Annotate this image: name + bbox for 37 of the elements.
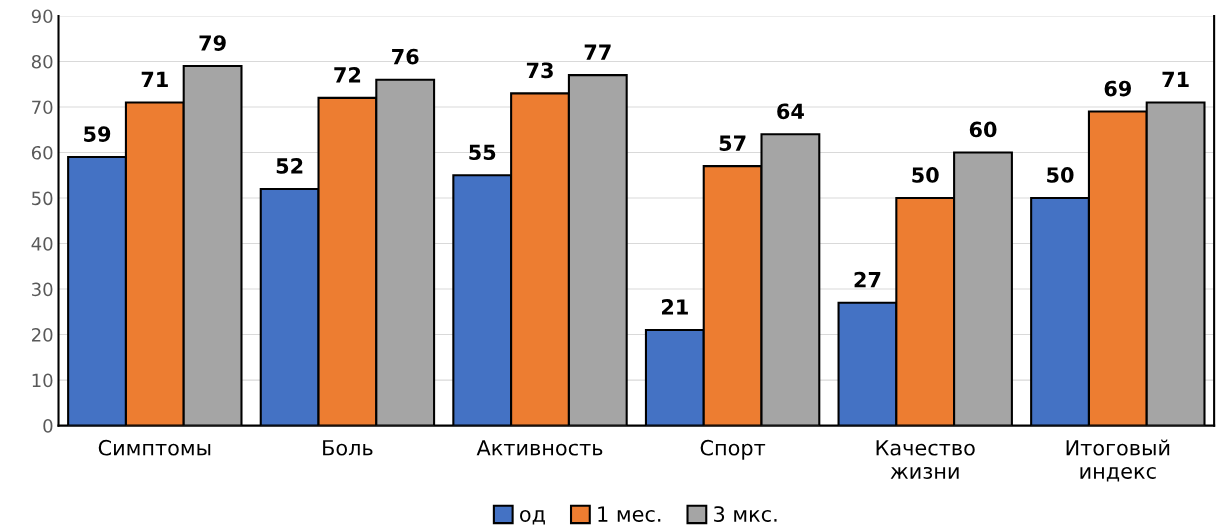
data-label: 52 <box>276 158 303 174</box>
y-tick-label: 20 <box>32 328 53 342</box>
data-label: 79 <box>199 35 226 51</box>
data-label: 50 <box>912 167 939 183</box>
y-tick-label: 0 <box>43 419 53 433</box>
legend-label: од <box>520 509 545 525</box>
data-label: 55 <box>469 144 496 161</box>
y-tick-label: 90 <box>31 9 53 24</box>
data-label: 59 <box>84 126 111 142</box>
y-tick-label: 60 <box>31 145 53 160</box>
data-label: 69 <box>1104 80 1131 97</box>
legend-label: 1 мес. <box>598 506 661 522</box>
x-tick-label: Симптомы <box>98 439 211 456</box>
y-tick-label: 30 <box>32 282 53 297</box>
y-tick-label: 80 <box>31 54 53 69</box>
legend-label: 3 мкс. <box>714 506 777 522</box>
x-tick-label: Качество жизни <box>876 440 975 479</box>
x-tick-label: Боль <box>323 440 373 456</box>
data-label: 73 <box>526 62 553 79</box>
data-label: 57 <box>719 135 746 152</box>
data-label: 77 <box>584 44 611 60</box>
data-label: 64 <box>777 103 804 120</box>
data-label: 60 <box>969 121 997 138</box>
data-label: 71 <box>1162 71 1189 87</box>
x-tick-label: Спорт <box>700 439 766 460</box>
x-tick-label: Активность <box>476 440 603 456</box>
data-label: 50 <box>1047 167 1074 183</box>
data-label: 21 <box>661 299 688 315</box>
y-tick-label: 70 <box>32 100 53 115</box>
data-label: 71 <box>141 71 168 87</box>
data-label: 72 <box>334 66 361 83</box>
y-tick-label: 40 <box>31 237 53 251</box>
data-label: 27 <box>854 271 881 288</box>
y-tick-label: 10 <box>32 373 53 388</box>
data-label: 76 <box>392 48 419 65</box>
x-tick-label: Итоговый индекс <box>1066 439 1170 482</box>
y-tick-label: 50 <box>32 191 53 206</box>
